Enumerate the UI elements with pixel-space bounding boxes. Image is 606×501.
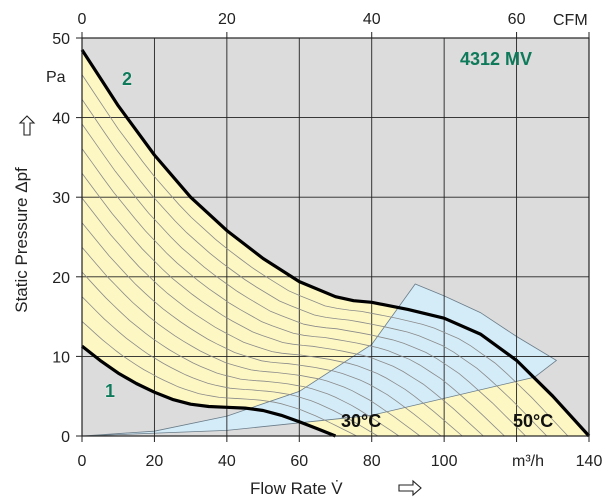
- top-tick-label: 0: [78, 11, 87, 28]
- x-tick-label: 140: [576, 453, 603, 470]
- iso-line: [81, 296, 379, 437]
- y-tick-label: 20: [52, 270, 70, 287]
- y-tick-label: 40: [52, 111, 70, 128]
- y-tick-label: 10: [52, 349, 70, 366]
- top-tick-label: 60: [508, 11, 526, 28]
- top-tick-label: 20: [218, 11, 236, 28]
- series-1-label: 1: [105, 381, 115, 401]
- top-tick-label: 40: [363, 11, 381, 28]
- x-tick-label: 0: [78, 453, 87, 470]
- iso-line: [81, 173, 484, 437]
- y-tick-label: 0: [61, 429, 70, 446]
- iso-line: [81, 197, 463, 437]
- y-tick-label: 50: [52, 31, 70, 48]
- y-axis-title: Static Pressure Δpf: [12, 167, 31, 313]
- iso-line: [81, 222, 442, 437]
- x-tick-label: 80: [363, 453, 381, 470]
- fan-curve-1: [81, 344, 337, 438]
- iso-line: [81, 321, 357, 437]
- iso-line: [81, 123, 526, 437]
- fan-curves: [80, 49, 591, 438]
- y-tick-label: 30: [52, 190, 70, 207]
- y-axis-arrow-icon: [18, 115, 36, 136]
- x-tick-label: 100: [431, 453, 458, 470]
- x-axis-title: Flow Rate V̇: [250, 479, 343, 498]
- model-label: 4312 MV: [460, 49, 532, 69]
- iso-temperature-lines: [81, 74, 569, 437]
- axes: 0 20 40 60 80 100 140 0 10 20 30 40 50 0 20 40 60: [52, 11, 602, 470]
- system-band: [81, 283, 558, 437]
- iso-line: [81, 74, 569, 437]
- iso-line: [81, 148, 505, 437]
- annotation-50c: 50°C: [513, 411, 553, 431]
- annotation-30c: 30°C: [341, 411, 381, 431]
- plot-frame: [81, 37, 590, 437]
- x-unit-label: m³/h: [512, 453, 544, 470]
- series-2-label: 2: [122, 69, 132, 89]
- iso-line: [81, 247, 421, 437]
- grid-lines: [82, 38, 589, 436]
- iso-line: [81, 271, 400, 437]
- x-tick-label: 40: [218, 453, 236, 470]
- top-axis-unit-label: CFM: [553, 12, 588, 29]
- fan-curve-2: [80, 49, 591, 438]
- x-axis-arrow-icon: [398, 479, 422, 497]
- x-tick-label: 60: [290, 453, 308, 470]
- y-unit-label: Pa: [46, 69, 66, 86]
- iso-line: [81, 99, 548, 437]
- system-band-fill: [81, 283, 558, 437]
- x-tick-label: 20: [146, 453, 164, 470]
- svg-text:Static Pressure Δpf: Static Pressure Δpf: [12, 167, 31, 313]
